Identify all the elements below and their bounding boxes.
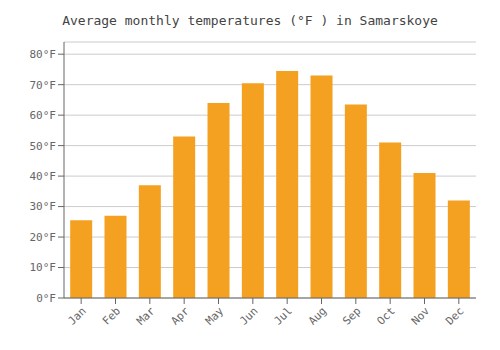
- svg-text:Dec: Dec: [443, 304, 466, 327]
- html-text:Average monthly temperatures (: Average monthly temperatures (°F ) in Sa…: [62, 13, 438, 28]
- svg-text:May: May: [203, 304, 227, 328]
- svg-text:Oct: Oct: [375, 304, 398, 327]
- svg-text:Jan: Jan: [66, 304, 89, 327]
- svg-text:Apr: Apr: [169, 304, 193, 328]
- svg-text:0°F: 0°F: [36, 292, 56, 305]
- svg-text:40°F: 40°F: [30, 170, 57, 183]
- svg-text:Mar: Mar: [134, 304, 158, 328]
- svg-text:Jun: Jun: [237, 304, 260, 327]
- svg-text:30°F: 30°F: [30, 200, 57, 213]
- svg-text:Feb: Feb: [100, 304, 123, 327]
- svg-text:Aug: Aug: [306, 304, 329, 327]
- svg-text:70°F: 70°F: [30, 79, 57, 92]
- svg-text:Sep: Sep: [340, 304, 363, 327]
- svg-text:50°F: 50°F: [30, 140, 57, 153]
- svg-text:60°F: 60°F: [30, 109, 57, 122]
- svg-text:20°F: 20°F: [30, 231, 57, 244]
- svg-text:10°F: 10°F: [30, 261, 57, 274]
- svg-text:Jul: Jul: [272, 304, 295, 327]
- svg-text:80°F: 80°F: [30, 48, 57, 61]
- svg-text:Nov: Nov: [409, 304, 433, 328]
